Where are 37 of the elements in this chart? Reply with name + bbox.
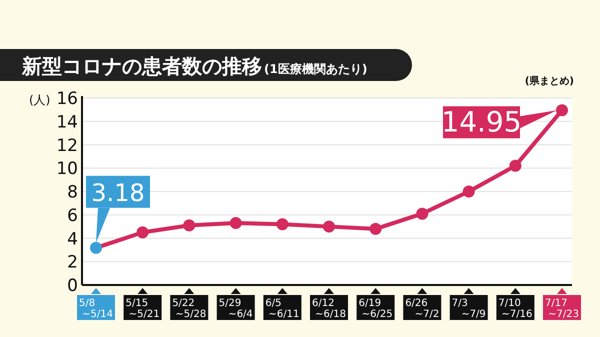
x-tick-label: 6/19 ~6/25 — [358, 298, 393, 320]
point — [556, 104, 568, 116]
y-axis-title: (人) — [29, 93, 50, 107]
y-tick-label: 14 — [56, 112, 78, 132]
point — [416, 208, 428, 220]
point — [230, 217, 242, 230]
chart-subtitle: (1医療機関あたり) — [264, 62, 368, 76]
y-tick-label: 12 — [56, 136, 78, 156]
point — [370, 222, 382, 235]
point — [323, 220, 335, 233]
data-label: 14.95 — [441, 105, 522, 138]
data-label: 3.18 — [91, 178, 145, 207]
point — [183, 219, 196, 232]
y-tick-label: 2 — [67, 252, 78, 273]
y-tick-label: 6 — [67, 206, 78, 226]
point — [509, 160, 522, 172]
text: (県まとめ) — [524, 75, 574, 87]
x-tick-label: 6/12 ~6/18 — [312, 298, 346, 320]
point — [462, 186, 475, 198]
y-tick-label: 4 — [67, 229, 78, 250]
y-tick-label: 0 — [67, 276, 78, 296]
y-tick-label: 16 — [56, 89, 78, 109]
point — [276, 218, 288, 230]
x-tick-label: 5/29 ~6/4 — [218, 298, 253, 320]
x-tick-label: 7/3 ~7/9 — [452, 298, 486, 320]
x-tick-label: 5/22 ~5/28 — [172, 298, 206, 320]
x-tick-label: 6/5 ~6/11 — [265, 298, 300, 320]
point — [90, 242, 102, 254]
chart-title: 新型コロナの患者数の推移 — [21, 54, 262, 78]
point — [136, 226, 149, 238]
y-tick-label: 10 — [56, 159, 78, 180]
x-tick-label: 6/26 ~7/2 — [405, 298, 440, 320]
x-tick-label: 5/8 ~5/14 — [79, 298, 113, 320]
x-tick-label: 7/10 ~7/16 — [498, 298, 532, 320]
y-tick-label: 8 — [67, 182, 78, 202]
x-tick-label: 7/17 ~7/23 — [545, 298, 579, 320]
x-tick-label: 5/15 ~5/21 — [126, 298, 160, 320]
